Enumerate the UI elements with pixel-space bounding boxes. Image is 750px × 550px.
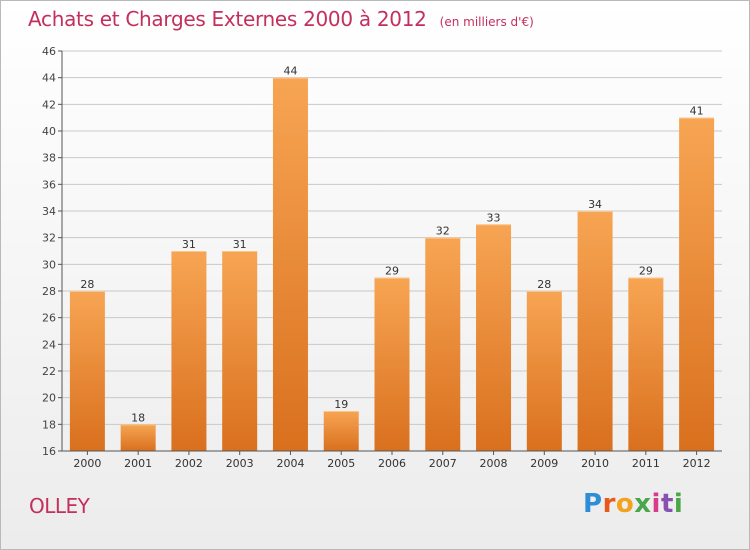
y-tick-label: 40 <box>42 125 56 138</box>
y-tick-label: 44 <box>42 72 56 85</box>
data-label: 32 <box>436 225 450 238</box>
logo-letter: x <box>634 489 652 519</box>
x-tick-label: 2012 <box>683 457 711 470</box>
x-tick-label: 2009 <box>530 457 558 470</box>
data-label: 28 <box>537 278 551 291</box>
bar[interactable] <box>526 291 562 451</box>
logo-letter: o <box>615 489 635 519</box>
data-label: 34 <box>588 198 602 211</box>
y-tick-label: 16 <box>42 445 56 458</box>
data-label: 44 <box>283 65 297 78</box>
x-tick-label: 2004 <box>276 457 304 470</box>
bar[interactable] <box>323 411 359 451</box>
bar[interactable] <box>679 117 715 452</box>
bar[interactable] <box>272 77 308 452</box>
y-tick-label: 18 <box>42 418 56 431</box>
data-label: 31 <box>182 238 196 251</box>
y-tick-label: 42 <box>42 98 56 111</box>
x-tick-label: 2003 <box>226 457 254 470</box>
x-tick-label: 2007 <box>429 457 457 470</box>
chart-subtitle: (en milliers d'€) <box>439 15 534 29</box>
logo-letter: i <box>673 489 684 519</box>
data-label: 29 <box>385 265 399 278</box>
data-label: 28 <box>80 278 94 291</box>
title-row: Achats et Charges Externes 2000 à 2012 (… <box>28 7 534 31</box>
x-tick-label: 2001 <box>124 457 152 470</box>
y-tick-label: 28 <box>42 285 56 298</box>
bar[interactable] <box>425 237 461 451</box>
y-tick-label: 38 <box>42 152 56 165</box>
data-label: 18 <box>131 411 145 424</box>
y-tick-label: 46 <box>42 45 56 58</box>
data-label: 29 <box>639 265 653 278</box>
data-labels: 28 18 31 31 44 19 29 32 33 28 34 29 41 <box>80 65 703 425</box>
x-tick-label: 2008 <box>480 457 508 470</box>
x-tick-label: 2011 <box>632 457 660 470</box>
bars <box>69 77 715 452</box>
y-tick-label: 36 <box>42 178 56 191</box>
y-tick-label: 32 <box>42 232 56 245</box>
bar[interactable] <box>222 251 258 451</box>
x-tick-label: 2006 <box>378 457 406 470</box>
x-tick-label: 2002 <box>175 457 203 470</box>
x-tick-label: 2005 <box>327 457 355 470</box>
data-label: 33 <box>487 211 501 224</box>
logo-letter: t <box>660 489 674 519</box>
bar[interactable] <box>120 424 156 451</box>
x-tick-label: 2010 <box>581 457 609 470</box>
y-tick-label: 20 <box>42 392 56 405</box>
commune-name: OLLEY <box>29 494 90 518</box>
bar[interactable] <box>171 251 207 451</box>
chart-title: Achats et Charges Externes 2000 à 2012 <box>28 7 427 31</box>
y-tick-label: 24 <box>42 338 56 351</box>
y-tick-label: 22 <box>42 365 56 378</box>
logo-letter: P <box>583 489 603 519</box>
logo-letter: i <box>651 489 661 519</box>
data-label: 31 <box>233 238 247 251</box>
x-tick-label: 2000 <box>73 457 101 470</box>
bar[interactable] <box>628 277 664 451</box>
y-tick-label: 30 <box>42 258 56 271</box>
y-tick-label: 34 <box>42 205 56 218</box>
logo-letter: r <box>602 489 616 519</box>
bar[interactable] <box>577 211 613 451</box>
y-tick-label: 26 <box>42 312 56 325</box>
axes: 16 18 20 22 24 26 28 30 32 34 36 38 40 42 44 46 2000 2001… <box>42 45 722 470</box>
bar[interactable] <box>69 291 105 451</box>
proxiti-logo[interactable]: Proxiti <box>583 489 683 519</box>
bar[interactable] <box>374 277 410 451</box>
data-label: 19 <box>334 398 348 411</box>
data-label: 41 <box>690 105 704 118</box>
bar[interactable] <box>476 224 512 451</box>
